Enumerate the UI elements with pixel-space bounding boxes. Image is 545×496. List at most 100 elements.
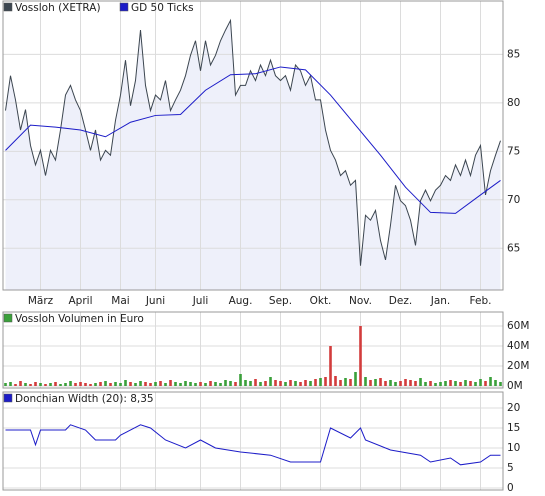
- volume-bar: [479, 379, 482, 386]
- volume-bar: [269, 377, 272, 386]
- volume-bar: [149, 383, 152, 386]
- volume-bar: [419, 378, 422, 386]
- volume-bar: [99, 382, 102, 386]
- indicator-line: [5, 66, 501, 214]
- volume-bar: [109, 383, 112, 386]
- volume-bar: [414, 381, 417, 386]
- y-tick-label: 10: [507, 442, 520, 454]
- volume-bar: [279, 381, 282, 386]
- volume-bar: [349, 379, 352, 386]
- volume-bar: [239, 374, 242, 386]
- volume-bar: [89, 384, 92, 386]
- volume-bar: [404, 379, 407, 386]
- volume-bar: [374, 379, 377, 386]
- volume-bar: [299, 382, 302, 386]
- volume-bar: [464, 380, 467, 386]
- volume-bar: [474, 382, 477, 386]
- x-tick-label: Dez.: [389, 295, 412, 307]
- volume-bar: [304, 380, 307, 386]
- volume-bar: [34, 382, 37, 386]
- legend-label: GD 50 Ticks: [131, 2, 194, 14]
- plot-frame: [2, 311, 504, 389]
- volume-bar: [204, 383, 207, 386]
- legend-swatch: [119, 2, 129, 12]
- volume-bar: [164, 383, 167, 386]
- x-tick-label: Feb.: [470, 295, 492, 307]
- y-tick-label: 60M: [507, 320, 529, 332]
- volume-bar: [29, 384, 32, 386]
- volume-bar: [69, 381, 72, 386]
- volume-bar: [459, 382, 462, 386]
- volume-bar: [369, 380, 372, 386]
- volume-bar: [309, 381, 312, 386]
- volume-bar: [49, 383, 52, 386]
- y-tick-label: 75: [507, 145, 520, 157]
- volume-bar: [114, 382, 117, 386]
- volume-bar: [284, 382, 287, 386]
- volume-bar: [44, 384, 47, 386]
- volume-bar: [234, 382, 237, 386]
- volume-bar: [84, 383, 87, 386]
- volume-bar: [359, 326, 362, 386]
- x-tick-label: Mai: [111, 295, 129, 307]
- y-tick-label: 20M: [507, 360, 529, 372]
- x-tick-label: Sep.: [269, 295, 292, 307]
- legend-swatch: [3, 393, 13, 403]
- volume-bar: [294, 381, 297, 386]
- legend-label: Vossloh Volumen in Euro: [15, 313, 144, 325]
- x-tick-label: Aug.: [229, 295, 253, 307]
- volume-bar: [39, 383, 42, 386]
- volume-bar: [174, 382, 177, 386]
- price-line: [5, 424, 501, 466]
- volume-bar: [4, 383, 7, 386]
- price-area: [5, 20, 501, 291]
- y-tick-label: 80: [507, 97, 520, 109]
- y-tick-label: 0: [507, 482, 514, 494]
- volume-bar: [324, 377, 327, 386]
- volume-bar: [94, 383, 97, 386]
- volume-bar: [134, 383, 137, 386]
- volume-bar: [124, 380, 127, 386]
- volume-bar: [439, 382, 442, 386]
- volume-bar: [274, 380, 277, 386]
- volume-bar: [59, 384, 62, 386]
- x-tick-label: Juni: [145, 295, 165, 307]
- volume-bar: [179, 383, 182, 386]
- volume-bar: [144, 382, 147, 386]
- x-tick-label: Juli: [192, 295, 209, 307]
- volume-bar: [119, 383, 122, 386]
- volume-bar: [139, 381, 142, 386]
- volume-bar: [169, 380, 172, 386]
- volume-bar: [229, 381, 232, 386]
- volume-bar: [14, 384, 17, 386]
- volume-bar: [344, 378, 347, 386]
- legend-label: Vossloh (XETRA): [15, 2, 101, 14]
- legend-label: Donchian Width (20): 8,35: [15, 393, 154, 405]
- volume-bar: [354, 372, 357, 386]
- y-tick-label: 85: [507, 48, 520, 60]
- volume-bar: [334, 376, 337, 386]
- volume-bar: [434, 383, 437, 386]
- volume-bar: [129, 382, 132, 386]
- volume-bar: [329, 346, 332, 386]
- volume-bar: [424, 382, 427, 386]
- volume-bar: [9, 382, 12, 386]
- volume-bar: [449, 380, 452, 386]
- legend-swatch: [3, 2, 13, 12]
- legend-swatch: [3, 313, 13, 323]
- y-tick-label: 70: [507, 194, 520, 206]
- volume-bar: [159, 381, 162, 386]
- x-tick-label: April: [69, 295, 93, 307]
- volume-bar: [444, 381, 447, 386]
- volume-bar: [154, 382, 157, 386]
- volume-bar: [254, 379, 257, 386]
- volume-bar: [494, 380, 497, 386]
- volume-bar: [379, 378, 382, 386]
- x-tick-label: März: [28, 295, 54, 307]
- volume-bar: [389, 380, 392, 386]
- price-line: [5, 18, 501, 266]
- volume-bar: [399, 381, 402, 386]
- volume-bar: [289, 380, 292, 386]
